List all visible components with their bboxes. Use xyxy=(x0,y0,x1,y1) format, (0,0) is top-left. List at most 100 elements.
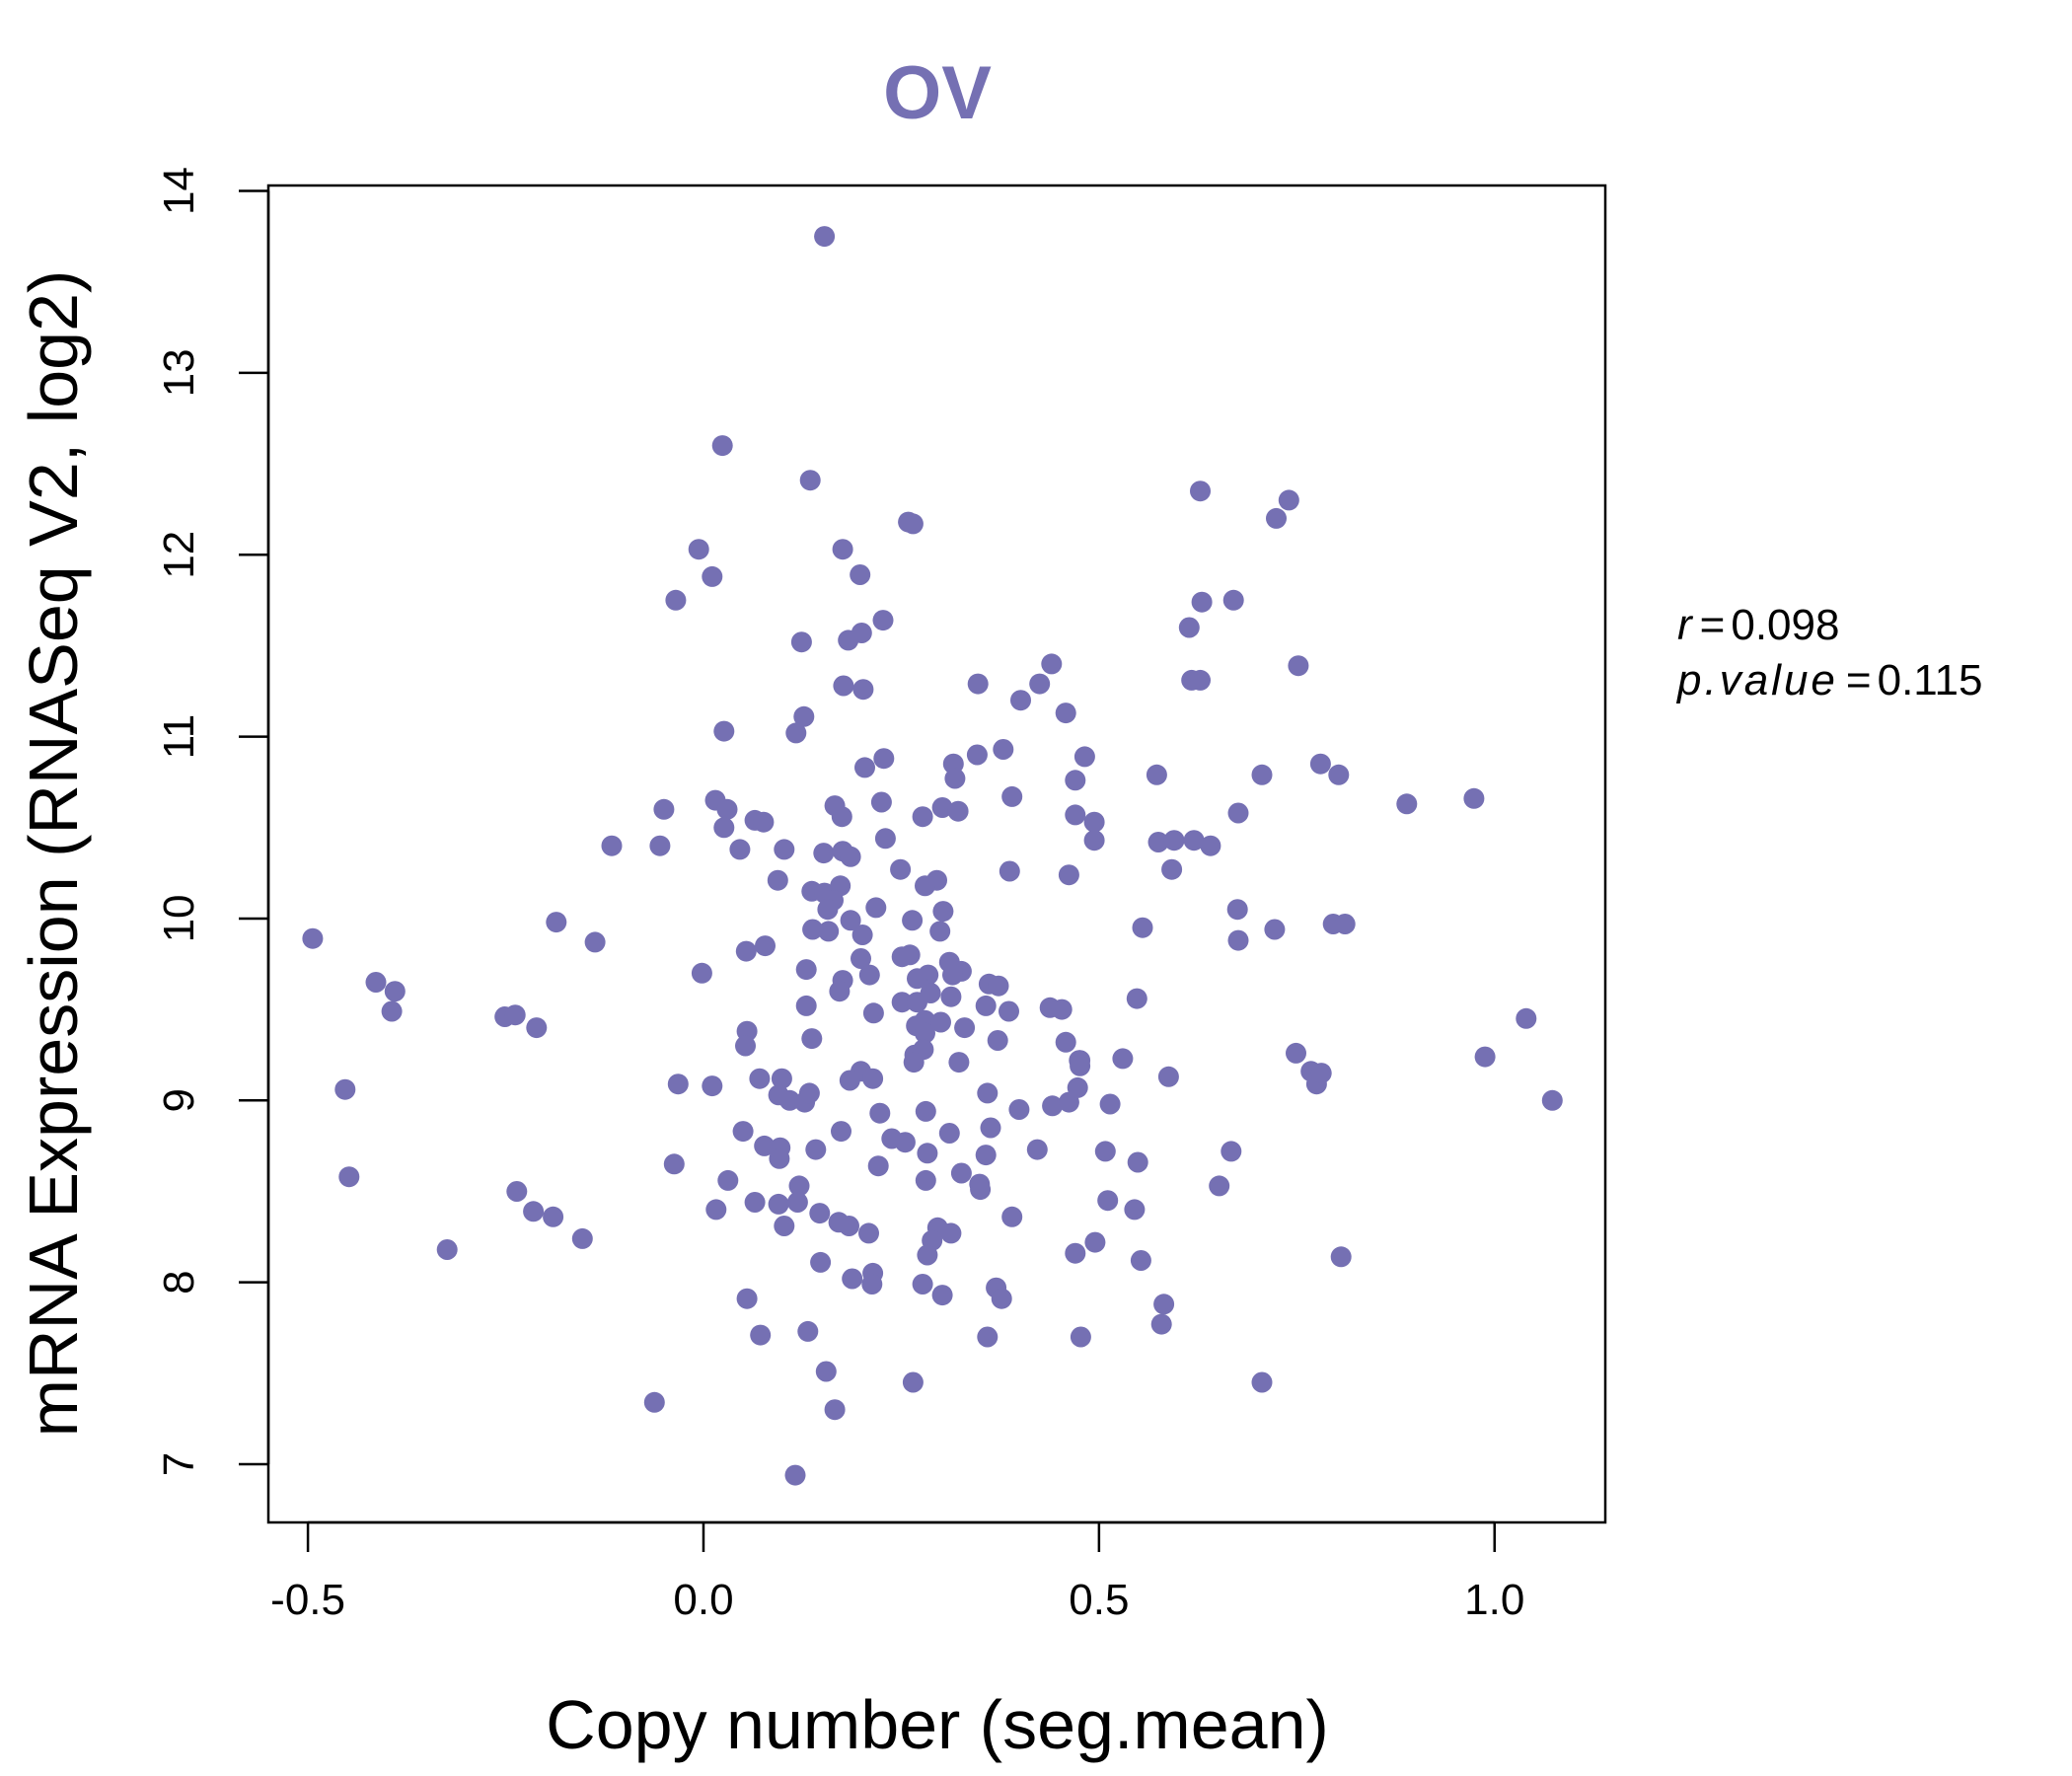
data-point xyxy=(1209,1175,1230,1197)
data-point xyxy=(810,1251,832,1273)
data-point xyxy=(801,1028,823,1050)
data-point xyxy=(832,539,853,560)
data-point xyxy=(991,1288,1012,1309)
data-point xyxy=(735,940,757,962)
x-tick-label: -0.5 xyxy=(270,1576,345,1624)
data-point xyxy=(790,631,812,653)
data-point xyxy=(950,1162,972,1184)
data-point xyxy=(667,1073,689,1095)
data-point xyxy=(649,835,671,856)
data-point xyxy=(543,1206,564,1227)
data-point xyxy=(1226,899,1248,921)
data-point xyxy=(786,1192,808,1213)
data-point xyxy=(907,968,927,990)
data-point xyxy=(365,972,387,993)
data-point xyxy=(839,1070,860,1091)
data-point xyxy=(870,791,892,813)
data-point xyxy=(749,1068,771,1089)
data-point xyxy=(833,675,854,697)
r-label: r xyxy=(1677,601,1694,649)
data-point xyxy=(1178,617,1200,638)
data-point xyxy=(873,748,895,770)
data-point xyxy=(977,1326,999,1348)
data-point xyxy=(1099,1093,1121,1115)
data-point xyxy=(546,912,567,933)
data-point xyxy=(1065,804,1086,826)
r-value: 0.098 xyxy=(1731,601,1839,649)
data-point xyxy=(1153,1294,1175,1315)
data-point xyxy=(691,962,712,984)
data-point xyxy=(338,1166,360,1188)
data-point xyxy=(302,927,324,949)
data-point xyxy=(1008,1099,1030,1120)
data-point xyxy=(840,910,861,931)
data-point xyxy=(902,1371,924,1393)
data-point xyxy=(1396,793,1418,815)
data-point xyxy=(526,1017,548,1039)
data-point xyxy=(754,1135,776,1156)
y-tick-label: 9 xyxy=(155,1088,203,1112)
data-point xyxy=(688,539,709,560)
data-point xyxy=(643,1391,665,1413)
data-point xyxy=(584,931,606,953)
data-point xyxy=(931,797,953,818)
data-point xyxy=(861,1274,883,1295)
data-point xyxy=(799,470,821,491)
data-point xyxy=(813,843,835,864)
x-axis-label: Copy number (seg.mean) xyxy=(546,1686,1329,1763)
data-point xyxy=(862,1002,884,1024)
data-point xyxy=(944,768,966,789)
data-point xyxy=(869,1102,891,1124)
points-layer xyxy=(302,226,1563,1486)
data-point xyxy=(767,869,788,891)
data-point xyxy=(1127,1151,1148,1173)
data-point xyxy=(1251,764,1273,785)
data-point xyxy=(732,1121,754,1143)
data-point xyxy=(797,1320,819,1342)
data-point xyxy=(1222,589,1244,611)
y-tick-label: 7 xyxy=(155,1452,203,1476)
data-point xyxy=(1029,673,1051,695)
data-point xyxy=(915,875,935,897)
data-point xyxy=(665,589,687,611)
data-point xyxy=(931,1285,953,1306)
data-point xyxy=(838,629,859,651)
data-point xyxy=(818,921,840,942)
data-point xyxy=(1073,746,1095,768)
y-axis: 7 8 9 10 11 12 13 14 xyxy=(155,167,270,1476)
data-point xyxy=(942,964,963,986)
data-point xyxy=(903,1052,925,1073)
data-point xyxy=(1227,802,1249,824)
data-point xyxy=(920,983,941,1003)
data-point xyxy=(1157,1066,1179,1087)
data-point xyxy=(1055,703,1076,724)
data-point xyxy=(705,1199,727,1221)
data-point xyxy=(1286,1042,1306,1064)
data-point xyxy=(854,757,875,778)
data-point xyxy=(1266,507,1287,529)
data-point xyxy=(1083,811,1105,833)
data-point xyxy=(716,798,738,820)
data-point xyxy=(862,1068,884,1089)
data-point xyxy=(1070,1326,1091,1348)
data-point xyxy=(917,1244,938,1266)
p-value: 0.115 xyxy=(1878,656,1983,704)
data-point xyxy=(865,897,887,919)
data-point xyxy=(1251,1371,1273,1393)
data-point xyxy=(809,1203,831,1224)
data-point xyxy=(1065,1242,1086,1264)
data-point xyxy=(852,679,874,701)
data-point xyxy=(902,910,924,931)
data-point xyxy=(831,1121,851,1143)
x-axis: -0.5 0.0 0.5 1.0 xyxy=(270,1520,1524,1624)
data-point xyxy=(805,1139,827,1160)
data-point xyxy=(917,1143,938,1164)
svg-text:p.value=0.115: p.value = 0.115 xyxy=(1675,656,1982,704)
y-tick-label: 11 xyxy=(155,714,203,760)
data-point xyxy=(912,1274,933,1295)
data-point xyxy=(867,1155,889,1177)
data-point xyxy=(1227,929,1249,951)
data-point xyxy=(436,1239,458,1260)
data-point xyxy=(1026,1139,1048,1160)
chart-title: OV xyxy=(883,51,992,135)
